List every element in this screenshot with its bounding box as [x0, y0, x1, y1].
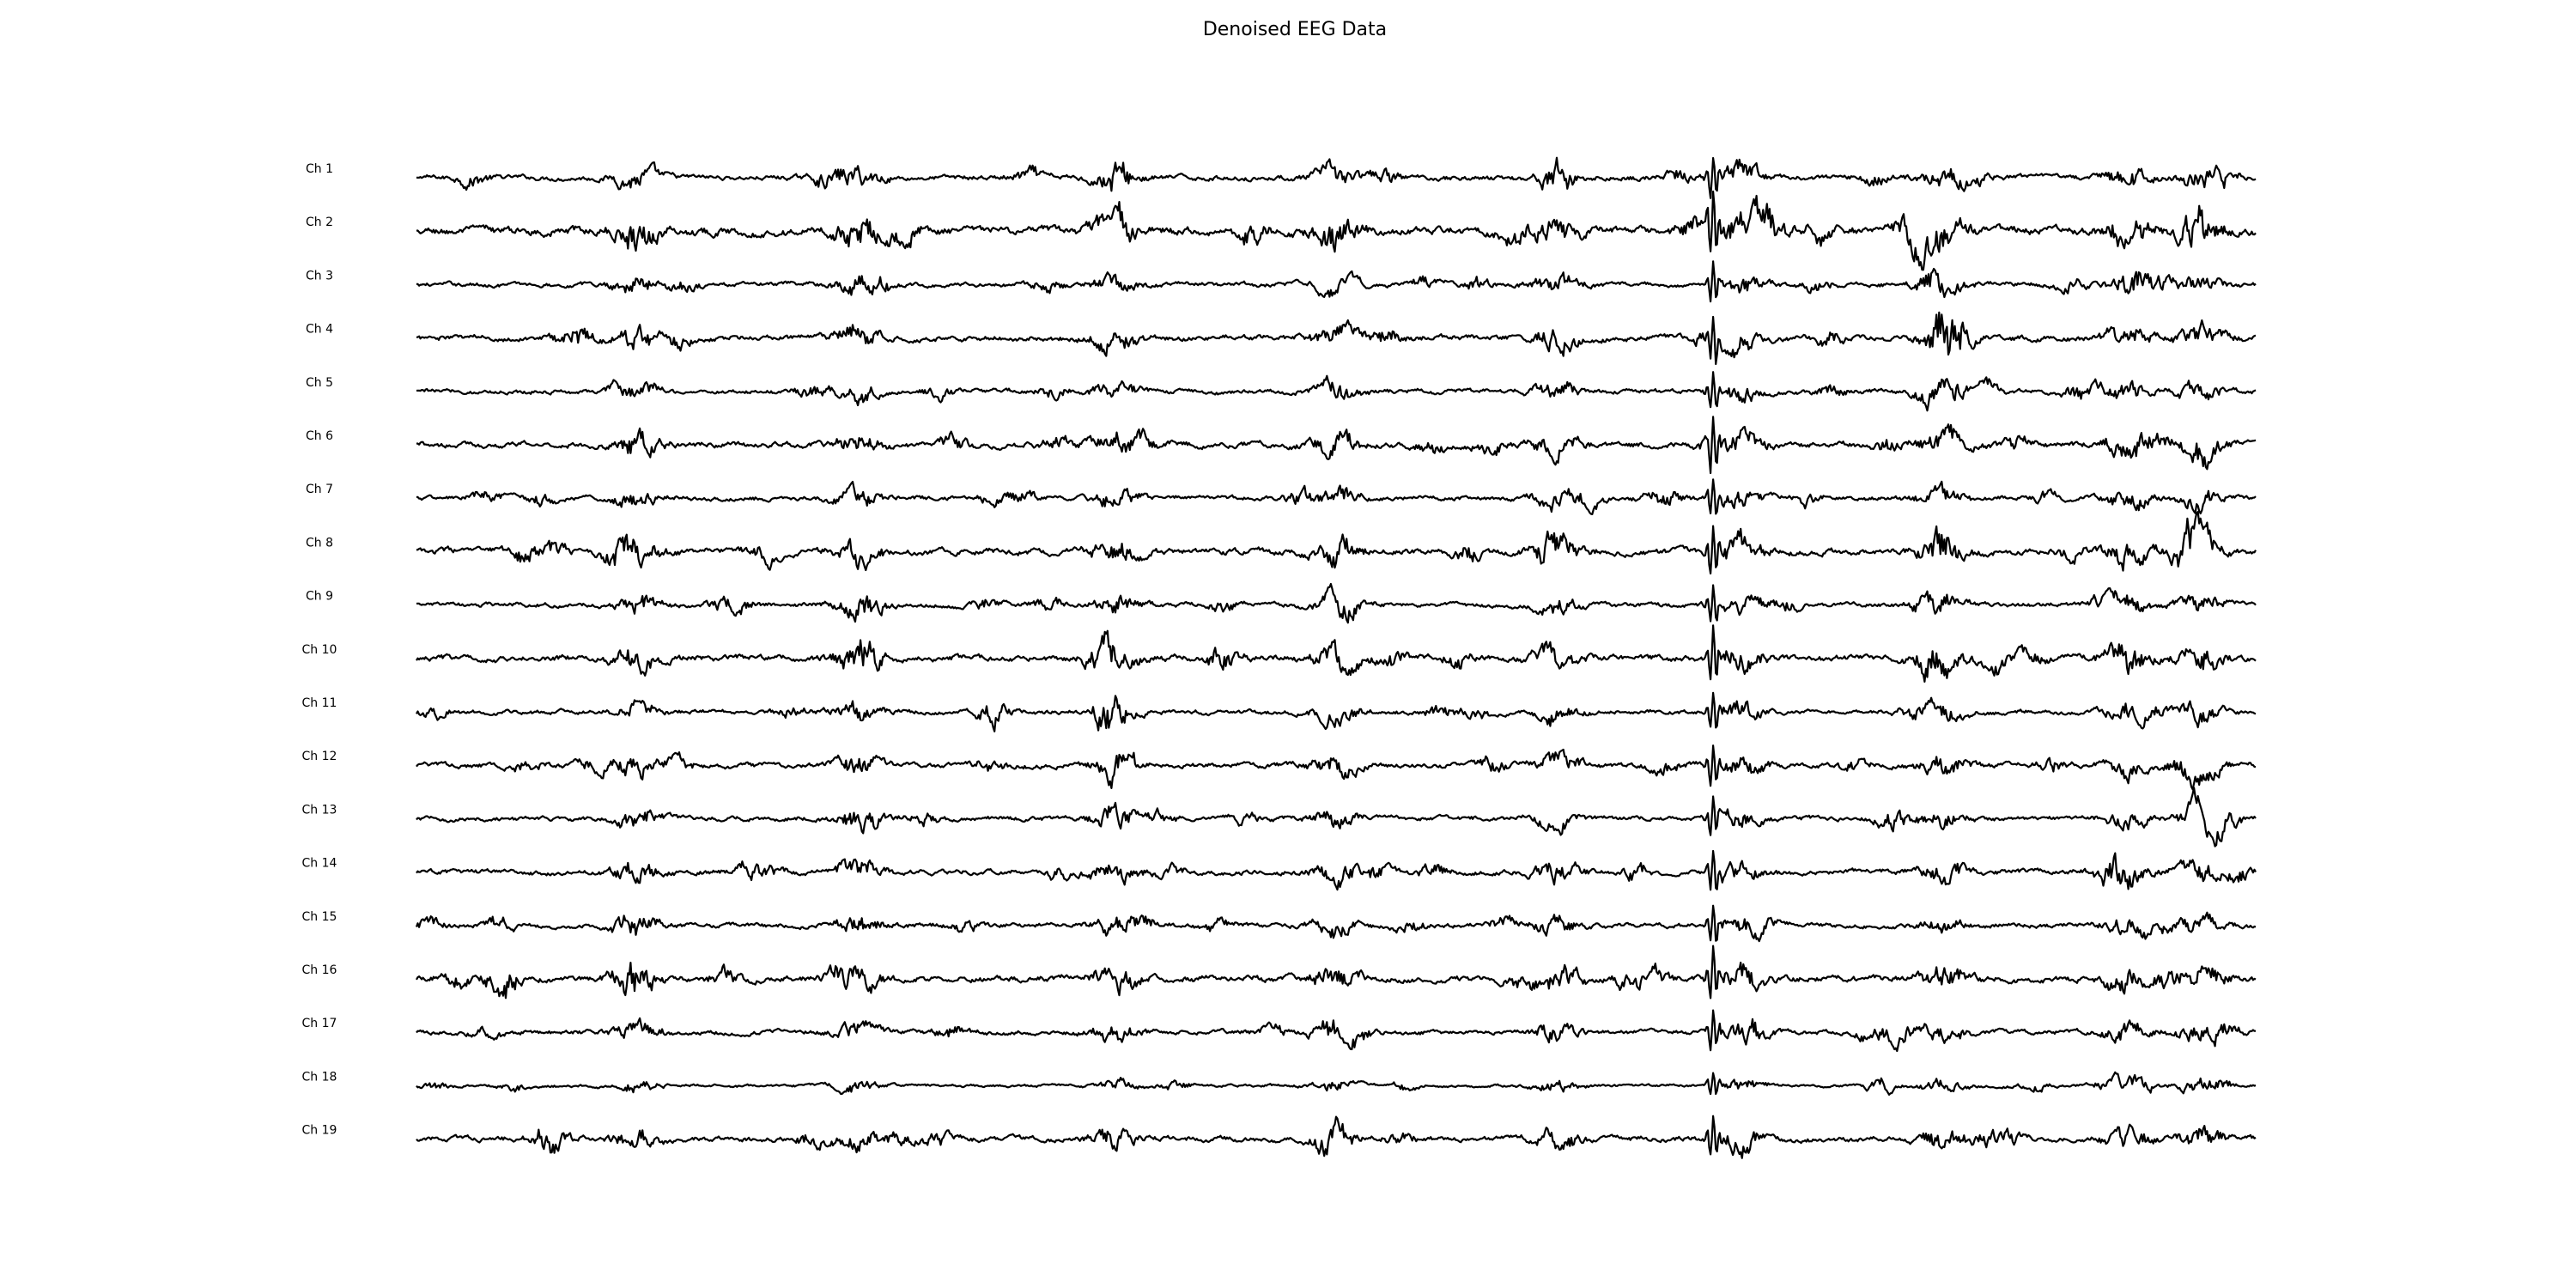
channel-label: Ch 6	[306, 429, 333, 443]
eeg-trace	[415, 904, 2257, 943]
eeg-trace	[416, 416, 2257, 475]
eeg-trace	[416, 1115, 2257, 1159]
channel-label: Ch 12	[302, 750, 337, 763]
chart-title: Denoised EEG Data	[1202, 19, 1388, 40]
channel-label: Ch 5	[306, 376, 333, 390]
channel-label: Ch 10	[302, 643, 337, 657]
eeg-trace	[416, 1071, 2257, 1097]
eeg-trace	[416, 311, 2257, 366]
channel-label: Ch 9	[306, 590, 333, 604]
eeg-trace	[416, 691, 2257, 732]
channel-label: Ch 7	[306, 483, 333, 496]
eeg-trace	[416, 744, 2257, 791]
channel-label: Ch 14	[302, 857, 337, 871]
eeg-trace	[416, 582, 2257, 624]
channel-label: Ch 4	[306, 323, 333, 337]
eeg-trace	[416, 849, 2257, 891]
channel-label: Ch 8	[306, 536, 333, 550]
eeg-trace	[416, 945, 2257, 999]
channel-label: Ch 19	[302, 1124, 337, 1138]
eeg-trace	[416, 624, 2257, 683]
channel-label: Ch 16	[302, 963, 337, 977]
channel-label: Ch 17	[302, 1017, 337, 1030]
eeg-trace	[416, 260, 2257, 303]
eeg-trace	[416, 156, 2257, 199]
channel-label: Ch 18	[302, 1070, 337, 1084]
eeg-trace	[416, 478, 2257, 516]
eeg-trace	[416, 787, 2257, 848]
eeg-trace	[416, 371, 2257, 412]
eeg-trace	[416, 510, 2257, 575]
channel-label: Ch 15	[302, 910, 337, 924]
eeg-trace	[416, 190, 2257, 271]
channel-label: Ch 3	[306, 269, 333, 283]
channel-label: Ch 11	[302, 696, 337, 710]
channel-label: Ch 2	[306, 216, 333, 229]
eeg-trace	[416, 1009, 2256, 1053]
channel-label: Ch 13	[302, 803, 337, 817]
channel-label: Ch 1	[306, 162, 333, 176]
